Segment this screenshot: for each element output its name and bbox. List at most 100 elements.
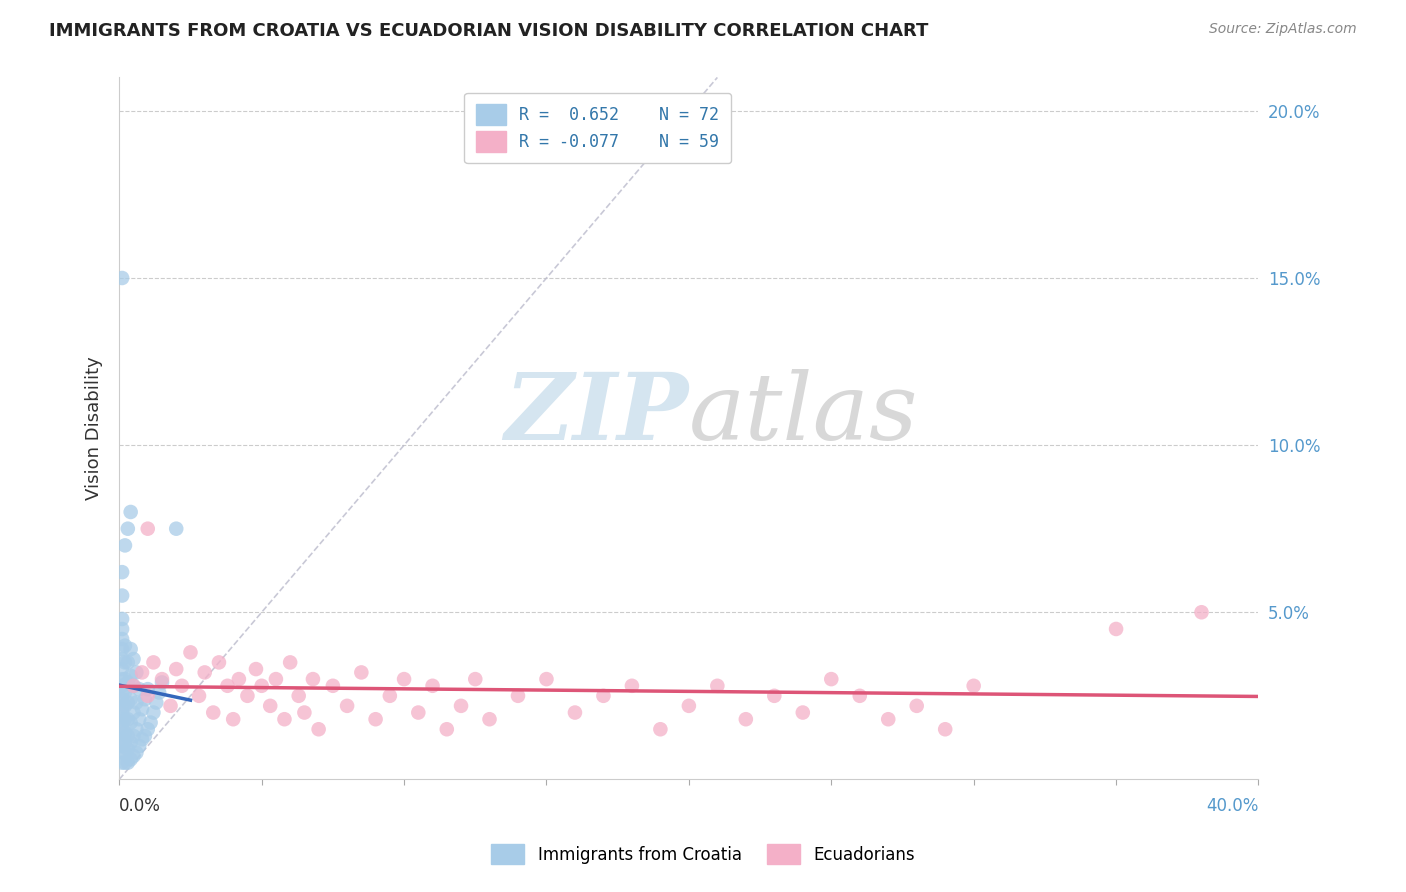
Point bbox=[131, 665, 153, 680]
Point bbox=[259, 698, 281, 713]
Point bbox=[620, 679, 643, 693]
Point bbox=[763, 689, 786, 703]
Point bbox=[202, 706, 225, 720]
Point bbox=[222, 712, 245, 726]
Point bbox=[592, 689, 614, 703]
Point bbox=[422, 679, 444, 693]
Point bbox=[650, 723, 672, 737]
Point bbox=[194, 665, 217, 680]
Point bbox=[170, 679, 193, 693]
Point bbox=[142, 656, 165, 670]
Point bbox=[450, 698, 472, 713]
Point bbox=[111, 589, 134, 603]
Point bbox=[136, 689, 159, 703]
Point bbox=[114, 698, 136, 713]
Point bbox=[145, 696, 167, 710]
Point bbox=[228, 672, 250, 686]
Point bbox=[136, 522, 159, 536]
Text: atlas: atlas bbox=[689, 369, 918, 459]
Point bbox=[117, 675, 139, 690]
Point bbox=[125, 665, 148, 680]
Point bbox=[139, 715, 162, 730]
Point bbox=[111, 679, 134, 693]
Point bbox=[245, 662, 267, 676]
Point bbox=[111, 565, 134, 579]
Point bbox=[217, 679, 239, 693]
Point bbox=[114, 672, 136, 686]
Point bbox=[120, 505, 142, 519]
Point bbox=[111, 746, 134, 760]
Point bbox=[287, 689, 309, 703]
Point bbox=[117, 729, 139, 743]
Text: Source: ZipAtlas.com: Source: ZipAtlas.com bbox=[1209, 22, 1357, 37]
Point bbox=[302, 672, 325, 686]
Point bbox=[506, 689, 529, 703]
Point bbox=[308, 723, 330, 737]
Text: 0.0%: 0.0% bbox=[120, 797, 162, 815]
Point bbox=[122, 652, 145, 666]
Point bbox=[120, 715, 142, 730]
Point bbox=[120, 752, 142, 766]
Point bbox=[114, 685, 136, 699]
Point bbox=[236, 689, 259, 703]
Point bbox=[1105, 622, 1128, 636]
Point bbox=[111, 622, 134, 636]
Point bbox=[111, 642, 134, 657]
Point bbox=[120, 736, 142, 750]
Point bbox=[678, 698, 700, 713]
Point bbox=[117, 712, 139, 726]
Point bbox=[111, 719, 134, 733]
Point bbox=[165, 662, 187, 676]
Point bbox=[150, 675, 173, 690]
Point bbox=[111, 732, 134, 747]
Point bbox=[436, 723, 458, 737]
Point bbox=[122, 679, 145, 693]
Point bbox=[120, 692, 142, 706]
Point bbox=[536, 672, 558, 686]
Point bbox=[114, 756, 136, 770]
Point bbox=[114, 736, 136, 750]
Point bbox=[150, 672, 173, 686]
Point bbox=[111, 652, 134, 666]
Point bbox=[336, 698, 359, 713]
Point bbox=[111, 271, 134, 285]
Point bbox=[364, 712, 387, 726]
Point bbox=[131, 702, 153, 716]
Point bbox=[820, 672, 842, 686]
Point bbox=[111, 698, 134, 713]
Point bbox=[128, 739, 150, 753]
Point bbox=[134, 729, 156, 743]
Point bbox=[392, 672, 415, 686]
Point bbox=[464, 672, 486, 686]
Point bbox=[159, 698, 181, 713]
Point bbox=[478, 712, 501, 726]
Point bbox=[792, 706, 814, 720]
Point bbox=[148, 685, 170, 699]
Point bbox=[111, 685, 134, 699]
Point bbox=[114, 639, 136, 653]
Point bbox=[250, 679, 273, 693]
Point bbox=[114, 725, 136, 739]
Point bbox=[273, 712, 295, 726]
Point bbox=[117, 696, 139, 710]
Point bbox=[905, 698, 928, 713]
Point bbox=[114, 746, 136, 760]
Point bbox=[111, 672, 134, 686]
Point bbox=[188, 689, 211, 703]
Point bbox=[264, 672, 287, 686]
Point bbox=[111, 739, 134, 753]
Point bbox=[125, 696, 148, 710]
Point bbox=[114, 538, 136, 552]
Point bbox=[111, 612, 134, 626]
Point bbox=[117, 742, 139, 756]
Point bbox=[322, 679, 344, 693]
Point bbox=[378, 689, 401, 703]
Point bbox=[120, 642, 142, 657]
Point bbox=[350, 665, 373, 680]
Point bbox=[111, 706, 134, 720]
Point bbox=[179, 645, 201, 659]
Point bbox=[117, 656, 139, 670]
Point bbox=[278, 656, 301, 670]
Legend: R =  0.652    N = 72, R = -0.077    N = 59: R = 0.652 N = 72, R = -0.077 N = 59 bbox=[464, 93, 731, 163]
Point bbox=[128, 682, 150, 697]
